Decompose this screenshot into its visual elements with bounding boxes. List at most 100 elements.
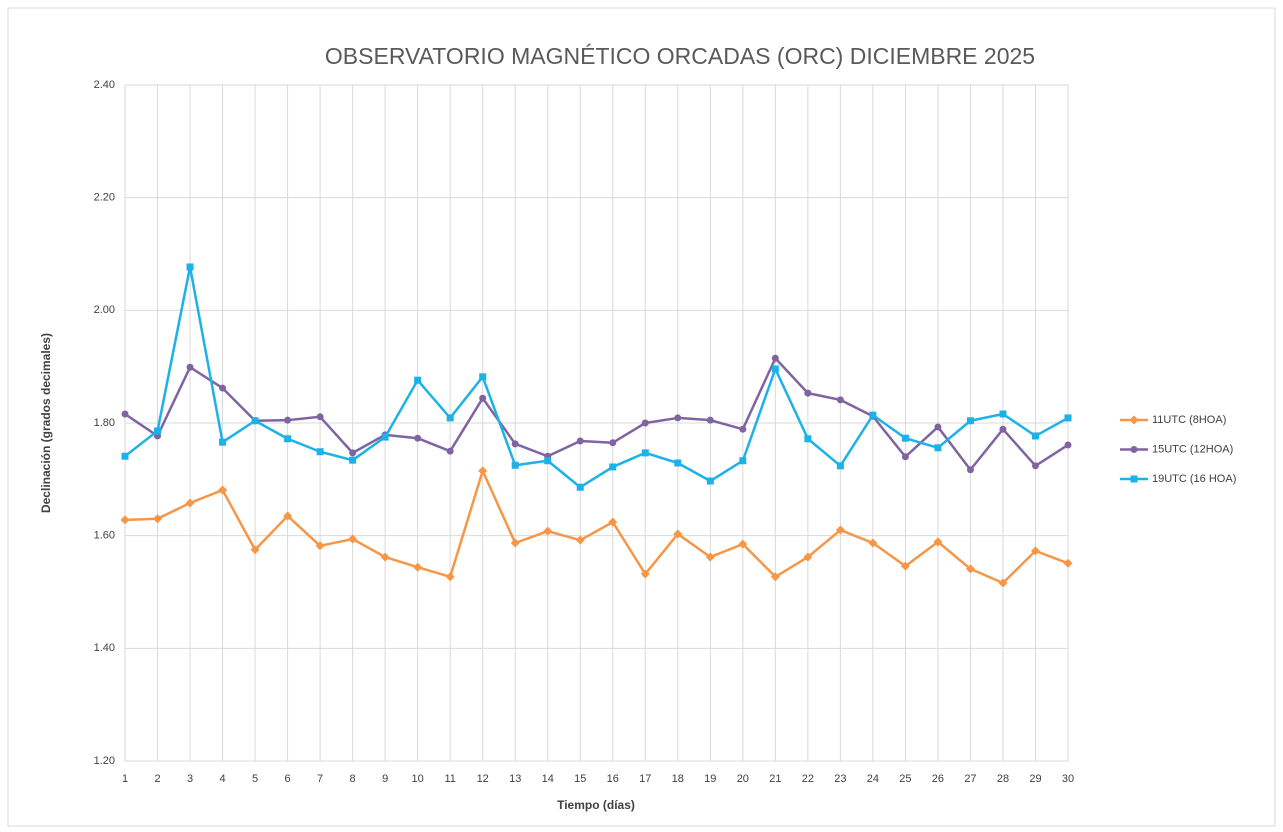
data-point (251, 417, 259, 425)
legend-marker (1130, 446, 1138, 453)
data-point (1031, 432, 1039, 440)
x-tick-label: 21 (769, 773, 781, 785)
y-tick-label: 2.40 (94, 79, 115, 91)
x-tick-label: 19 (704, 773, 716, 785)
x-tick-label: 1 (122, 773, 128, 785)
x-tick-label: 10 (412, 773, 424, 785)
data-point (186, 263, 194, 271)
data-point (901, 453, 909, 461)
data-point (705, 552, 715, 562)
data-point (348, 534, 358, 544)
data-point (121, 452, 129, 460)
data-point (510, 538, 520, 548)
series-line (124, 265, 1069, 489)
data-point (934, 423, 942, 431)
data-point (999, 425, 1007, 433)
x-tick-label: 6 (285, 773, 291, 785)
data-point (414, 376, 422, 384)
data-point (575, 535, 585, 545)
y-tick-label: 1.80 (94, 417, 115, 429)
data-point (511, 440, 519, 448)
legend-label: 15UTC (12HOA) (1152, 443, 1233, 455)
data-point (186, 363, 194, 371)
x-tick-label: 11 (444, 773, 455, 785)
data-point (446, 447, 454, 455)
x-tick-label: 28 (997, 773, 1009, 785)
series-line (124, 356, 1069, 472)
data-point (674, 414, 682, 422)
data-point (900, 561, 910, 571)
data-point (901, 434, 909, 442)
data-point (965, 564, 975, 574)
data-point (446, 414, 454, 422)
data-point (706, 416, 714, 424)
x-tick-label: 7 (317, 773, 323, 785)
x-tick-label: 24 (867, 773, 879, 785)
y-tick-label: 1.20 (94, 755, 115, 767)
chart-frame (7, 7, 1276, 827)
x-tick-label: 22 (802, 773, 814, 785)
data-point (608, 517, 618, 527)
data-point (445, 572, 455, 582)
data-point (998, 578, 1008, 588)
x-tick-label: 15 (574, 773, 586, 785)
x-tick-label: 13 (509, 773, 521, 785)
data-point (250, 545, 260, 555)
data-point (836, 462, 844, 470)
x-tick-label: 2 (154, 773, 160, 785)
data-point (739, 457, 747, 465)
data-point (543, 526, 553, 536)
data-point (315, 541, 325, 551)
chart-title: OBSERVATORIO MAGNÉTICO ORCADAS (ORC) DIC… (325, 43, 1035, 69)
x-tick-label: 4 (219, 773, 225, 785)
data-point (316, 413, 324, 421)
data-point (478, 466, 488, 476)
legend-label: 11UTC (8HOA) (1152, 414, 1226, 426)
x-tick-label: 8 (350, 773, 356, 785)
data-point (479, 394, 487, 402)
data-point (284, 435, 292, 443)
data-point (804, 389, 812, 397)
data-point (641, 419, 649, 427)
data-point (349, 449, 357, 457)
x-tick-label: 23 (834, 773, 846, 785)
data-point (1031, 462, 1039, 470)
data-point (283, 511, 293, 521)
data-point (738, 539, 748, 549)
data-point (1030, 546, 1040, 556)
x-tick-label: 27 (964, 773, 976, 785)
legend-marker (1130, 475, 1138, 483)
data-point (511, 461, 519, 469)
x-tick-label: 9 (382, 773, 388, 785)
data-point (1064, 414, 1072, 422)
data-point (349, 456, 357, 464)
data-point (966, 417, 974, 425)
data-point (1064, 441, 1072, 449)
data-point (316, 448, 324, 456)
data-point (381, 433, 389, 441)
data-point (804, 435, 812, 443)
data-point (284, 416, 292, 424)
data-point (641, 449, 649, 457)
data-point (771, 365, 779, 373)
x-tick-label: 20 (737, 773, 749, 785)
data-point (835, 525, 845, 535)
data-point (836, 396, 844, 404)
data-point (933, 537, 943, 547)
data-point (154, 427, 162, 435)
x-axis-label: Tiempo (días) (557, 798, 635, 812)
x-tick-label: 5 (252, 773, 258, 785)
data-point (934, 444, 942, 452)
data-point (706, 477, 714, 485)
data-point (999, 410, 1007, 418)
data-point (803, 552, 813, 562)
data-point (121, 410, 129, 418)
data-point (640, 569, 650, 579)
x-tick-label: 29 (1029, 773, 1041, 785)
x-tick-label: 26 (932, 773, 944, 785)
x-tick-label: 30 (1062, 773, 1074, 785)
data-point (185, 498, 195, 508)
legend-marker (1129, 415, 1139, 425)
x-tick-label: 16 (607, 773, 619, 785)
